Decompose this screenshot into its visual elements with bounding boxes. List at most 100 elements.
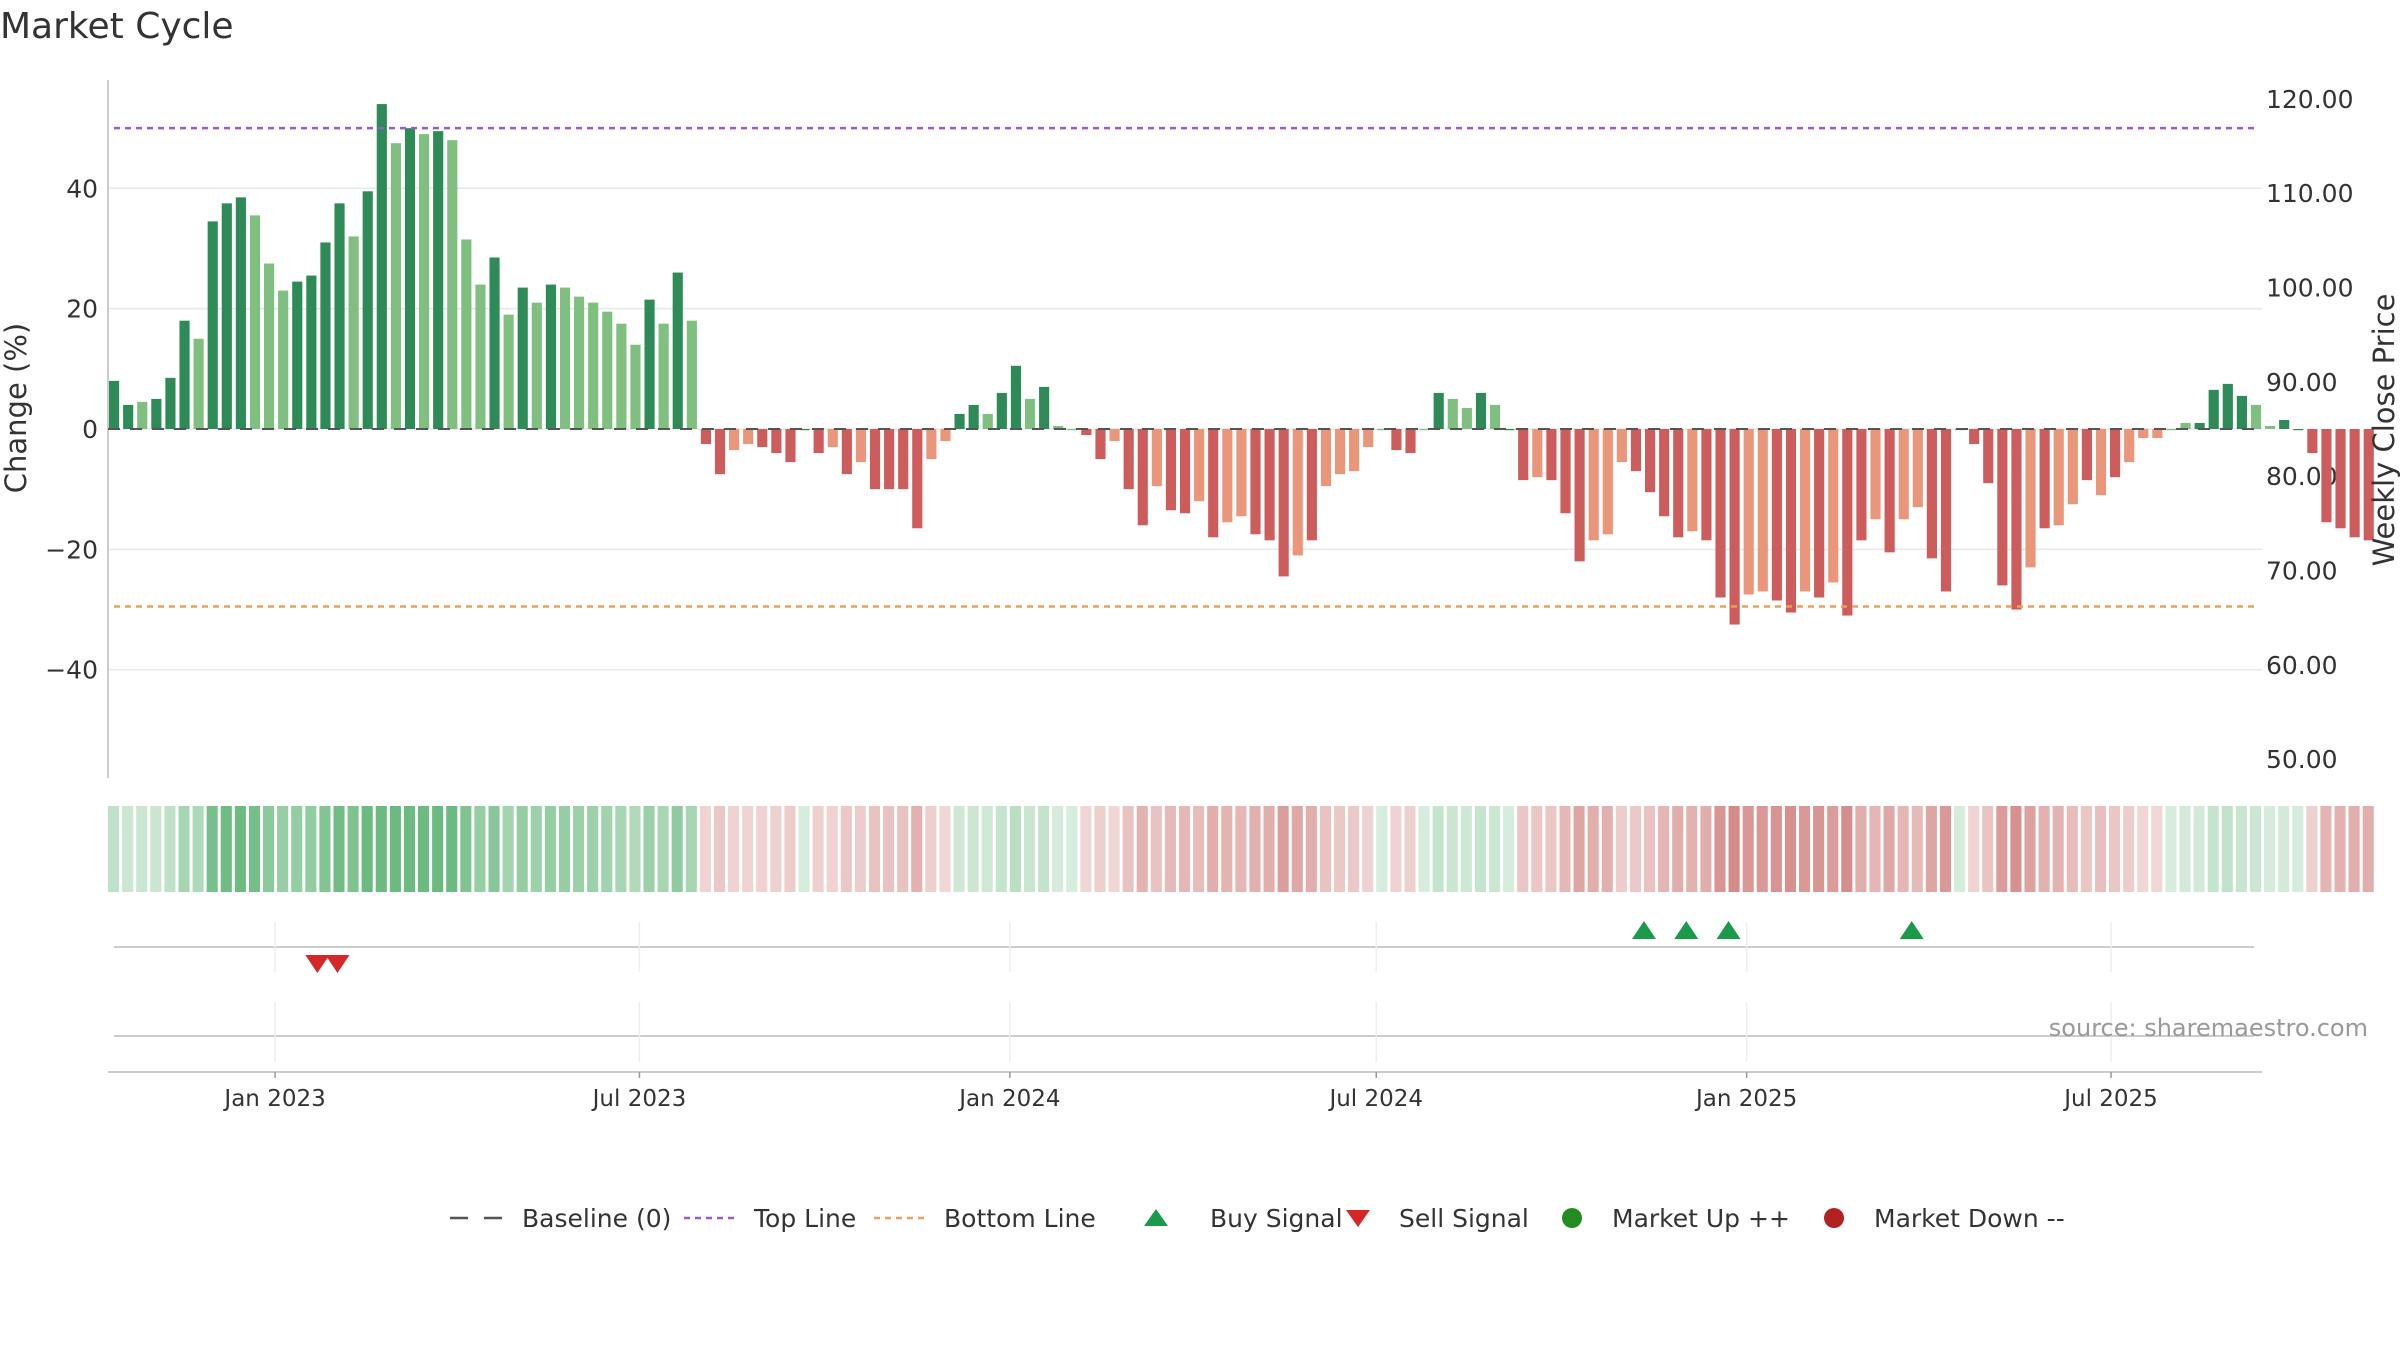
- legend-swatch: [1562, 1208, 1582, 1228]
- bar: [545, 284, 556, 429]
- band-cell: [1686, 806, 1698, 892]
- band-cell: [2094, 806, 2107, 892]
- band-cell: [1038, 806, 1050, 892]
- bar: [2124, 429, 2135, 463]
- bar: [489, 257, 500, 429]
- bar: [1785, 429, 1797, 613]
- band-cell: [530, 806, 542, 892]
- band-cell: [1615, 806, 1627, 892]
- bar: [137, 401, 148, 429]
- band-cell: [2207, 806, 2219, 892]
- band-cell: [220, 806, 232, 892]
- bar: [729, 429, 740, 451]
- y2-tick-label: 60.00: [2266, 651, 2338, 680]
- bar: [1518, 429, 1529, 481]
- band-cell: [629, 806, 641, 892]
- band-cell: [953, 806, 965, 892]
- bar: [1757, 429, 1768, 592]
- bar: [1081, 429, 1092, 436]
- band-cell: [1784, 806, 1796, 892]
- band-cell: [1108, 806, 1120, 892]
- y2-tick-label: 70.00: [2266, 556, 2338, 585]
- band-cell: [1770, 806, 1782, 892]
- bar: [1391, 429, 1402, 451]
- bar: [1024, 398, 1036, 429]
- buy-signal-marker: [1899, 921, 1924, 939]
- band-cell: [1136, 806, 1148, 892]
- legend-label: Top Line: [753, 1204, 856, 1233]
- bar: [1659, 429, 1670, 517]
- bar: [1743, 429, 1754, 595]
- bar: [574, 296, 585, 429]
- bar: [2180, 422, 2191, 429]
- band-cell: [1474, 806, 1486, 892]
- bar: [2039, 429, 2050, 529]
- band-cell: [291, 806, 303, 892]
- bar: [1870, 429, 1881, 520]
- band-cell: [1982, 806, 1994, 892]
- band-cell: [206, 806, 218, 892]
- bar: [376, 104, 387, 429]
- legend-swatch: [1824, 1208, 1844, 1228]
- bar: [757, 429, 768, 448]
- bar: [475, 284, 486, 429]
- band-cell: [812, 806, 824, 892]
- bar: [1349, 429, 1360, 472]
- band-cell: [2109, 806, 2121, 892]
- band-cell: [1813, 806, 1825, 892]
- band-cell: [1376, 806, 1388, 892]
- bar: [1574, 429, 1585, 562]
- legend-label: Buy Signal: [1210, 1204, 1343, 1233]
- bar: [1405, 429, 1416, 454]
- band-cell: [403, 806, 416, 892]
- legend-item-buy: Buy Signal: [1144, 1204, 1343, 1233]
- bar: [1884, 429, 1895, 553]
- band-cell: [502, 806, 514, 892]
- bar: [1828, 429, 1839, 583]
- bar: [1208, 429, 1219, 538]
- bar: [2335, 429, 2346, 529]
- band-cell: [1714, 806, 1726, 892]
- band-cell: [2123, 806, 2135, 892]
- bar: [1602, 429, 1613, 535]
- band-cell: [685, 806, 697, 892]
- band-cell: [164, 806, 176, 892]
- band-cell: [742, 806, 754, 892]
- band-cell: [2235, 806, 2247, 892]
- band-cell: [432, 806, 444, 892]
- bar: [1377, 429, 1388, 431]
- bar: [686, 320, 697, 429]
- bar: [644, 299, 655, 429]
- y2-tick-label: 100.00: [2266, 274, 2353, 303]
- band-cell: [1643, 806, 1656, 892]
- bar: [2279, 419, 2290, 429]
- band-cell: [192, 806, 204, 892]
- bar: [559, 287, 571, 429]
- bar: [672, 272, 683, 429]
- reference-lines: [108, 126, 2262, 608]
- bar: [1306, 429, 1317, 541]
- cycle-band: [108, 806, 2374, 892]
- bar: [855, 429, 867, 463]
- band-cell: [1883, 806, 1895, 892]
- band-cell: [770, 806, 782, 892]
- legend-item-top: Top Line: [684, 1204, 856, 1233]
- band-cell: [1404, 806, 1416, 892]
- legend-item-bottom: Bottom Line: [874, 1204, 1096, 1233]
- buy-signal-marker: [1674, 921, 1699, 939]
- band-cell: [728, 806, 740, 892]
- bar: [996, 392, 1007, 429]
- band-cell: [558, 806, 571, 892]
- sell-signal-marker: [305, 955, 330, 973]
- band-cell: [136, 806, 148, 892]
- bar: [1264, 429, 1275, 541]
- band-cell: [601, 806, 613, 892]
- bar: [1194, 429, 1205, 502]
- band-cell: [2165, 806, 2177, 892]
- y-tick-label: 0: [82, 415, 98, 444]
- legend-label: Market Down --: [1874, 1204, 2065, 1233]
- band-cell: [1418, 806, 1430, 892]
- bar: [1799, 429, 1811, 592]
- band-cell: [854, 806, 866, 892]
- bar: [235, 197, 246, 429]
